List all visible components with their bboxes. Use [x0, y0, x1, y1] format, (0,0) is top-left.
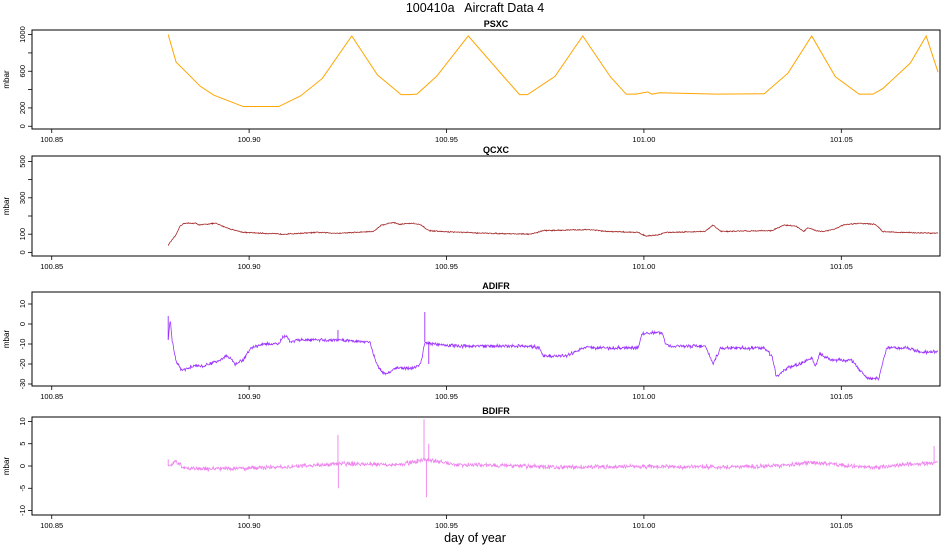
panel-title: ADIFR: [482, 281, 510, 291]
x-tick-label: 100.95: [435, 262, 458, 271]
y-tick-label: 0: [18, 464, 27, 468]
panel-qcxc: QCXC mbar 0 100 300 500 100.85 100.90 100.95 101.…: [2, 145, 941, 271]
x-tick-label: 100.85: [40, 262, 63, 271]
x-axis-title: day of year: [444, 531, 506, 545]
y-tick-label: 0: [18, 124, 27, 128]
y-tick-label: 300: [18, 192, 27, 205]
x-tick-label: 101.05: [830, 262, 853, 271]
x-tick-label: 101.00: [632, 521, 655, 530]
panel-title: PSXC: [484, 19, 509, 29]
y-tick-label: -10: [18, 505, 27, 516]
y-tick-label: -5: [18, 485, 27, 492]
y-tick-label: 10: [18, 417, 27, 425]
panel-title: QCXC: [483, 145, 510, 155]
y-tick-label: 0: [18, 322, 27, 326]
x-tick-label: 100.95: [435, 392, 458, 401]
x-tick-label: 101.05: [830, 135, 853, 144]
series-line: [167, 321, 939, 382]
series-line: [168, 457, 939, 473]
panel-psxc: PSXC mbar 0 200 600 1000 100.85 100.90 100.95 101…: [2, 19, 941, 144]
y-tick-label: 0: [18, 250, 27, 254]
x-tick-label: 100.90: [238, 135, 261, 144]
x-tick-label: 101.05: [830, 521, 853, 530]
y-axis-label: mbar: [2, 457, 11, 476]
x-tick-label: 101.00: [632, 135, 655, 144]
x-tick-label: 101.00: [632, 392, 655, 401]
y-tick-label: 1000: [18, 26, 27, 43]
x-tick-label: 100.90: [238, 521, 261, 530]
y-axis-label: mbar: [2, 70, 11, 89]
y-tick-label: -10: [18, 339, 27, 350]
plot-frame: [31, 291, 941, 387]
x-tick-label: 100.85: [40, 521, 63, 530]
y-axis-label: mbar: [2, 330, 11, 349]
panel-title: BDIFR: [482, 406, 510, 416]
y-tick-label: 5: [18, 442, 27, 446]
x-tick-label: 100.85: [40, 392, 63, 401]
y-tick-label: 100: [18, 228, 27, 241]
x-tick-label: 100.85: [40, 135, 63, 144]
x-tick-label: 100.95: [435, 521, 458, 530]
x-tick-label: 101.05: [830, 392, 853, 401]
panel-bdifr: BDIFR mbar -10 -5 0 5 10 100.85 100.90 100.95 101.…: [2, 406, 941, 530]
y-tick-label: -20: [18, 359, 27, 370]
y-axis-label: mbar: [2, 197, 11, 216]
plot-frame: [31, 29, 941, 130]
y-tick-label: -30: [18, 379, 27, 390]
x-tick-label: 100.90: [238, 262, 261, 271]
series-line: [167, 221, 939, 246]
x-tick-label: 100.95: [435, 135, 458, 144]
y-tick-label: 600: [18, 65, 27, 78]
page-title: 100410a Aircraft Data 4: [405, 1, 545, 15]
y-tick-label: 200: [18, 102, 27, 115]
y-tick-label: 10: [18, 300, 27, 308]
x-tick-label: 101.00: [632, 262, 655, 271]
x-tick-label: 100.90: [238, 392, 261, 401]
y-tick-label: 500: [18, 155, 27, 168]
plot-frame: [31, 155, 941, 257]
series-line: [167, 34, 939, 108]
panel-adifr: ADIFR mbar -30 -20 -10 0 10 100.85 100.90 100.95 1…: [2, 281, 941, 401]
